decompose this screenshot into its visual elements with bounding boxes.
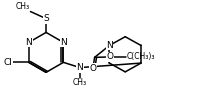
Text: CH₃: CH₃ xyxy=(73,78,87,87)
Text: S: S xyxy=(43,14,49,23)
Text: N: N xyxy=(60,38,67,47)
Text: N: N xyxy=(106,41,113,50)
Text: N: N xyxy=(25,38,32,47)
Text: C(CH₃)₃: C(CH₃)₃ xyxy=(127,52,155,61)
Text: O: O xyxy=(89,64,96,73)
Text: CH₃: CH₃ xyxy=(15,2,30,11)
Text: N: N xyxy=(77,63,83,72)
Text: O: O xyxy=(107,52,114,61)
Text: Cl: Cl xyxy=(3,58,12,67)
